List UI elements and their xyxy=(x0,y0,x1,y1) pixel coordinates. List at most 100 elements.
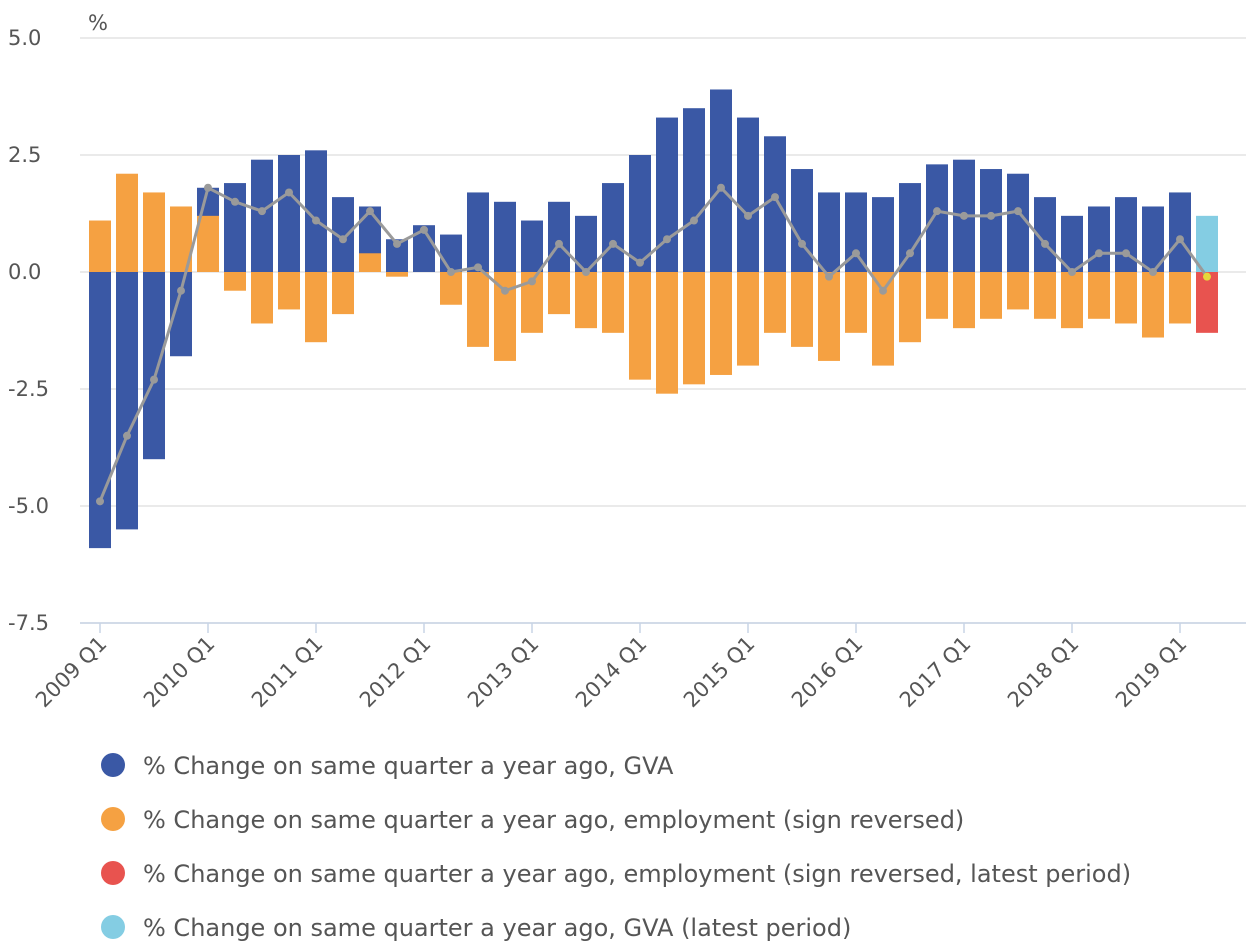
bar xyxy=(1196,272,1218,333)
line-marker xyxy=(1068,268,1076,276)
line-marker xyxy=(366,207,374,216)
line-marker xyxy=(528,277,536,286)
line-marker xyxy=(96,497,104,506)
line-marker xyxy=(744,211,752,220)
line-marker xyxy=(204,183,212,192)
bar xyxy=(1088,206,1110,272)
bar xyxy=(629,155,651,272)
bar xyxy=(278,155,300,272)
x-tick-label: 2009 Q1 xyxy=(31,632,112,713)
line-marker xyxy=(717,183,725,192)
line-marker xyxy=(474,263,482,272)
bar xyxy=(251,272,273,324)
x-tick-label: 2010 Q1 xyxy=(139,632,220,713)
y-axis-unit: % xyxy=(88,11,108,35)
bar xyxy=(980,169,1002,272)
line-marker xyxy=(312,216,320,225)
bar xyxy=(548,201,570,272)
bar xyxy=(1142,206,1164,272)
bar xyxy=(899,272,921,343)
bar xyxy=(1088,272,1110,319)
line-marker xyxy=(258,207,266,216)
line-marker xyxy=(420,225,428,234)
line-marker xyxy=(555,239,563,248)
bar xyxy=(845,272,867,333)
line-marker xyxy=(177,286,185,295)
bar xyxy=(953,272,975,329)
line-marker xyxy=(1095,249,1103,258)
line-marker xyxy=(1014,207,1022,216)
line-marker xyxy=(582,268,590,276)
bar xyxy=(764,136,786,272)
line-marker xyxy=(690,216,698,225)
bar xyxy=(1007,272,1029,310)
x-tick-label: 2018 Q1 xyxy=(1003,632,1084,713)
bar xyxy=(818,192,840,272)
legend-label: % Change on same quarter a year ago, emp… xyxy=(143,806,964,834)
bar xyxy=(1142,272,1164,338)
bar xyxy=(440,272,462,305)
line-marker xyxy=(906,249,914,258)
bar xyxy=(602,183,624,272)
line-marker xyxy=(960,211,968,220)
y-tick-label: -2.5 xyxy=(8,377,49,401)
line-marker xyxy=(123,431,131,440)
bar xyxy=(710,272,732,375)
line-marker xyxy=(231,197,239,206)
bar xyxy=(872,197,894,272)
y-tick-label: -5.0 xyxy=(8,494,49,518)
bar xyxy=(332,197,354,272)
legend-marker xyxy=(101,915,125,939)
line-marker xyxy=(150,375,158,384)
line xyxy=(98,185,1209,502)
line-marker xyxy=(663,235,671,244)
x-tick-label: 2012 Q1 xyxy=(355,632,436,713)
bar xyxy=(602,272,624,333)
bar xyxy=(1061,215,1083,272)
bar xyxy=(386,272,408,277)
bar xyxy=(791,272,813,347)
x-tick-label: 2017 Q1 xyxy=(895,632,976,713)
bar xyxy=(926,272,948,319)
bar xyxy=(521,272,543,333)
bar xyxy=(305,150,327,272)
bar xyxy=(548,272,570,315)
line-marker xyxy=(285,188,293,197)
bar xyxy=(332,272,354,315)
bar xyxy=(278,272,300,310)
bar xyxy=(440,234,462,272)
line-marker xyxy=(987,211,995,220)
line-marker xyxy=(879,286,887,295)
line-marker xyxy=(1203,272,1211,281)
bar xyxy=(629,272,651,380)
bar xyxy=(224,183,246,272)
x-tick-label: 2013 Q1 xyxy=(463,632,544,713)
bar xyxy=(359,253,381,272)
y-tick-label: 5.0 xyxy=(8,26,41,50)
bar xyxy=(899,183,921,272)
y-tick-label: 0.0 xyxy=(8,260,41,284)
bar xyxy=(494,272,516,361)
bar xyxy=(521,220,543,272)
line-marker xyxy=(1122,249,1130,258)
bar xyxy=(224,272,246,291)
x-tick-label: 2011 Q1 xyxy=(247,632,328,713)
bar xyxy=(764,272,786,333)
bar xyxy=(926,164,948,272)
legend-label: % Change on same quarter a year ago, GVA xyxy=(143,752,674,780)
bar xyxy=(386,239,408,272)
bar xyxy=(737,272,759,366)
x-tick-label: 2019 Q1 xyxy=(1111,632,1192,713)
legend-marker xyxy=(101,753,125,777)
bar xyxy=(575,215,597,272)
line-marker xyxy=(771,193,779,202)
line-marker xyxy=(852,249,860,258)
bar xyxy=(1169,272,1191,324)
bar xyxy=(143,272,165,460)
bar xyxy=(791,169,813,272)
bar xyxy=(170,272,192,357)
line-marker xyxy=(447,268,455,276)
legend-marker xyxy=(101,861,125,885)
